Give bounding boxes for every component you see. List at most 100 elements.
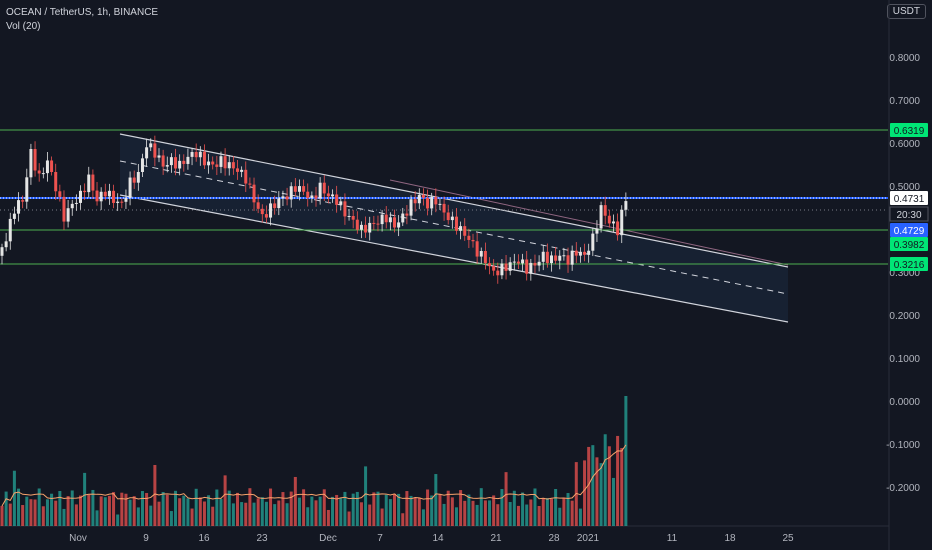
volume-indicator-label: Vol (20): [6, 21, 41, 32]
candle-body: [293, 186, 297, 192]
candle-body: [95, 190, 99, 202]
candle-body: [248, 183, 252, 185]
volume-bar: [186, 498, 190, 526]
candle-body: [616, 221, 620, 236]
candle-body: [269, 203, 273, 218]
volume-bar: [211, 506, 215, 526]
candle-body: [306, 191, 310, 198]
candle-body: [471, 239, 475, 242]
volume-bar: [140, 491, 144, 526]
candle-body: [79, 190, 82, 203]
candle-body: [157, 155, 161, 158]
countdown-label: 20:30: [896, 210, 921, 221]
volume-bar: [50, 493, 54, 526]
volume-bar: [91, 489, 95, 526]
volume-bar: [33, 499, 37, 526]
candle-body: [264, 214, 268, 218]
candle-body: [492, 266, 496, 271]
candle-body: [384, 214, 388, 223]
descending-channel[interactable]: [119, 133, 789, 323]
time-tick-label: Nov: [69, 533, 87, 544]
volume-bar: [603, 434, 607, 526]
volume-bar: [583, 460, 587, 526]
candle-body: [153, 143, 157, 158]
candle-body: [198, 151, 202, 158]
volume-bar: [533, 488, 537, 526]
price-candles: [0, 135, 628, 284]
volume-bar: [17, 488, 21, 526]
candle-body: [339, 201, 343, 205]
candle-body: [442, 203, 446, 213]
volume-bar: [611, 477, 615, 526]
candle-body: [186, 156, 190, 164]
price-tick-label: 0.7000: [889, 96, 920, 107]
candle-body: [335, 194, 339, 205]
price-tick-label: 0.3000: [889, 268, 920, 279]
price-tick-label: -0.1000: [886, 440, 920, 451]
volume-bar: [504, 472, 508, 526]
volume-bar: [157, 501, 161, 526]
volume-bar: [306, 507, 310, 526]
candle-body: [29, 149, 33, 178]
candle-body: [508, 262, 512, 271]
candle-body: [302, 186, 306, 192]
volume-bar: [277, 500, 281, 526]
volume-bar: [413, 497, 417, 526]
volume-bar: [516, 505, 520, 526]
candle-body: [364, 224, 368, 233]
candle-body: [285, 196, 289, 200]
candle-body: [314, 195, 318, 199]
price-axis[interactable]: 0.8000 0.7000 0.6000 0.5000 0.3000 0.2000 0.10…: [886, 53, 920, 494]
volume-bar: [70, 490, 74, 526]
volume-bar: [103, 497, 107, 526]
volume-bar: [190, 508, 194, 526]
volume-bar: [293, 476, 297, 526]
volume-bar: [450, 497, 454, 526]
candle-body: [351, 215, 355, 220]
volume-bar: [116, 514, 120, 526]
time-axis[interactable]: Nov 9 16 23 Dec 7 14 21 28 2021 11 18 25: [69, 533, 794, 544]
volume-bar: [388, 499, 392, 526]
candle-body: [454, 216, 458, 231]
candle-body: [145, 147, 149, 159]
candle-body: [438, 203, 442, 205]
time-tick-label: Dec: [319, 533, 337, 544]
candle-body: [8, 218, 12, 242]
volume-bar: [442, 503, 446, 526]
candle-body: [182, 160, 186, 164]
time-tick-label: 7: [377, 533, 383, 544]
candle-body: [591, 233, 595, 251]
candle-body: [607, 215, 611, 224]
candle-body: [372, 222, 376, 224]
candle-body: [236, 168, 239, 172]
volume-bar: [37, 488, 41, 526]
candle-body: [355, 219, 359, 230]
candle-body: [41, 173, 45, 175]
volume-bar: [359, 502, 363, 526]
candle-body: [207, 161, 211, 166]
volume-bar: [591, 445, 595, 526]
candle-body: [529, 262, 533, 274]
candle-body: [376, 223, 380, 225]
candle-body: [116, 201, 120, 203]
candle-body: [194, 152, 198, 158]
candle-body: [397, 222, 401, 228]
candle-body: [426, 197, 430, 209]
volume-bar: [426, 489, 430, 526]
candle-body: [165, 165, 169, 167]
candle-body: [297, 186, 301, 192]
volume-bar: [393, 493, 396, 526]
volume-bar: [264, 501, 268, 526]
channel-upper-line: [119, 133, 789, 268]
volume-bar: [0, 506, 4, 526]
candle-body: [161, 155, 165, 167]
candle-body: [260, 208, 264, 215]
volume-bar: [58, 491, 62, 526]
volume-bar: [83, 472, 87, 526]
candle-body: [58, 191, 62, 197]
volume-bar: [438, 494, 442, 526]
price-level-value: 0.3216: [894, 260, 925, 271]
candle-body: [359, 224, 363, 230]
currency-button[interactable]: USDT: [886, 4, 926, 19]
